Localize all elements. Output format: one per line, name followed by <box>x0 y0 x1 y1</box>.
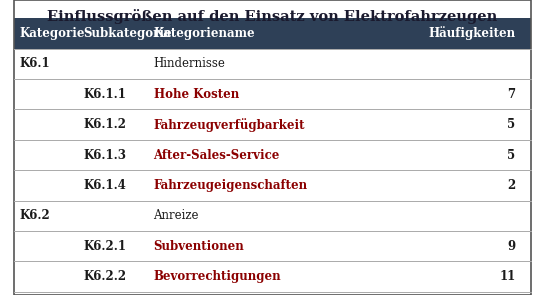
Text: 9: 9 <box>507 240 516 253</box>
FancyBboxPatch shape <box>14 109 531 140</box>
Text: Hindernisse: Hindernisse <box>154 57 226 71</box>
Text: K6.1.1: K6.1.1 <box>84 88 126 101</box>
FancyBboxPatch shape <box>14 231 531 261</box>
Text: Subventionen: Subventionen <box>154 240 244 253</box>
Text: Bevorrechtigungen: Bevorrechtigungen <box>154 270 281 283</box>
FancyBboxPatch shape <box>14 140 531 170</box>
Text: Subkategorie: Subkategorie <box>84 27 172 40</box>
Text: Anreize: Anreize <box>154 209 199 222</box>
Text: 7: 7 <box>507 88 516 101</box>
Text: K6.1.2: K6.1.2 <box>84 118 127 131</box>
Text: K6.1.4: K6.1.4 <box>84 179 126 192</box>
FancyBboxPatch shape <box>14 49 531 79</box>
Text: K6.1.3: K6.1.3 <box>84 148 127 162</box>
FancyBboxPatch shape <box>14 0 531 18</box>
Text: Einflussgrößen auf den Einsatz von Elektrofahrzeugen: Einflussgrößen auf den Einsatz von Elekt… <box>47 9 498 24</box>
FancyBboxPatch shape <box>14 79 531 109</box>
FancyBboxPatch shape <box>14 170 531 201</box>
Text: Kategoriename: Kategoriename <box>154 27 255 40</box>
Text: Fahrzeugverfügbarkeit: Fahrzeugverfügbarkeit <box>154 118 305 132</box>
Text: Hohe Kosten: Hohe Kosten <box>154 88 239 101</box>
Text: Fahrzeugeigenschaften: Fahrzeugeigenschaften <box>154 179 308 192</box>
FancyBboxPatch shape <box>14 18 531 49</box>
Text: Häufigkeiten: Häufigkeiten <box>428 27 516 40</box>
Text: Kategorie: Kategorie <box>19 27 84 40</box>
Text: K6.2: K6.2 <box>19 209 50 222</box>
Text: After-Sales-Service: After-Sales-Service <box>154 148 280 162</box>
Text: 5: 5 <box>507 118 516 131</box>
Text: 5: 5 <box>507 148 516 162</box>
Text: 11: 11 <box>499 270 516 283</box>
Text: 2: 2 <box>507 179 516 192</box>
Text: K6.2.1: K6.2.1 <box>84 240 127 253</box>
Text: K6.2.2: K6.2.2 <box>84 270 127 283</box>
Text: K6.1: K6.1 <box>19 57 50 71</box>
FancyBboxPatch shape <box>14 261 531 292</box>
FancyBboxPatch shape <box>14 201 531 231</box>
